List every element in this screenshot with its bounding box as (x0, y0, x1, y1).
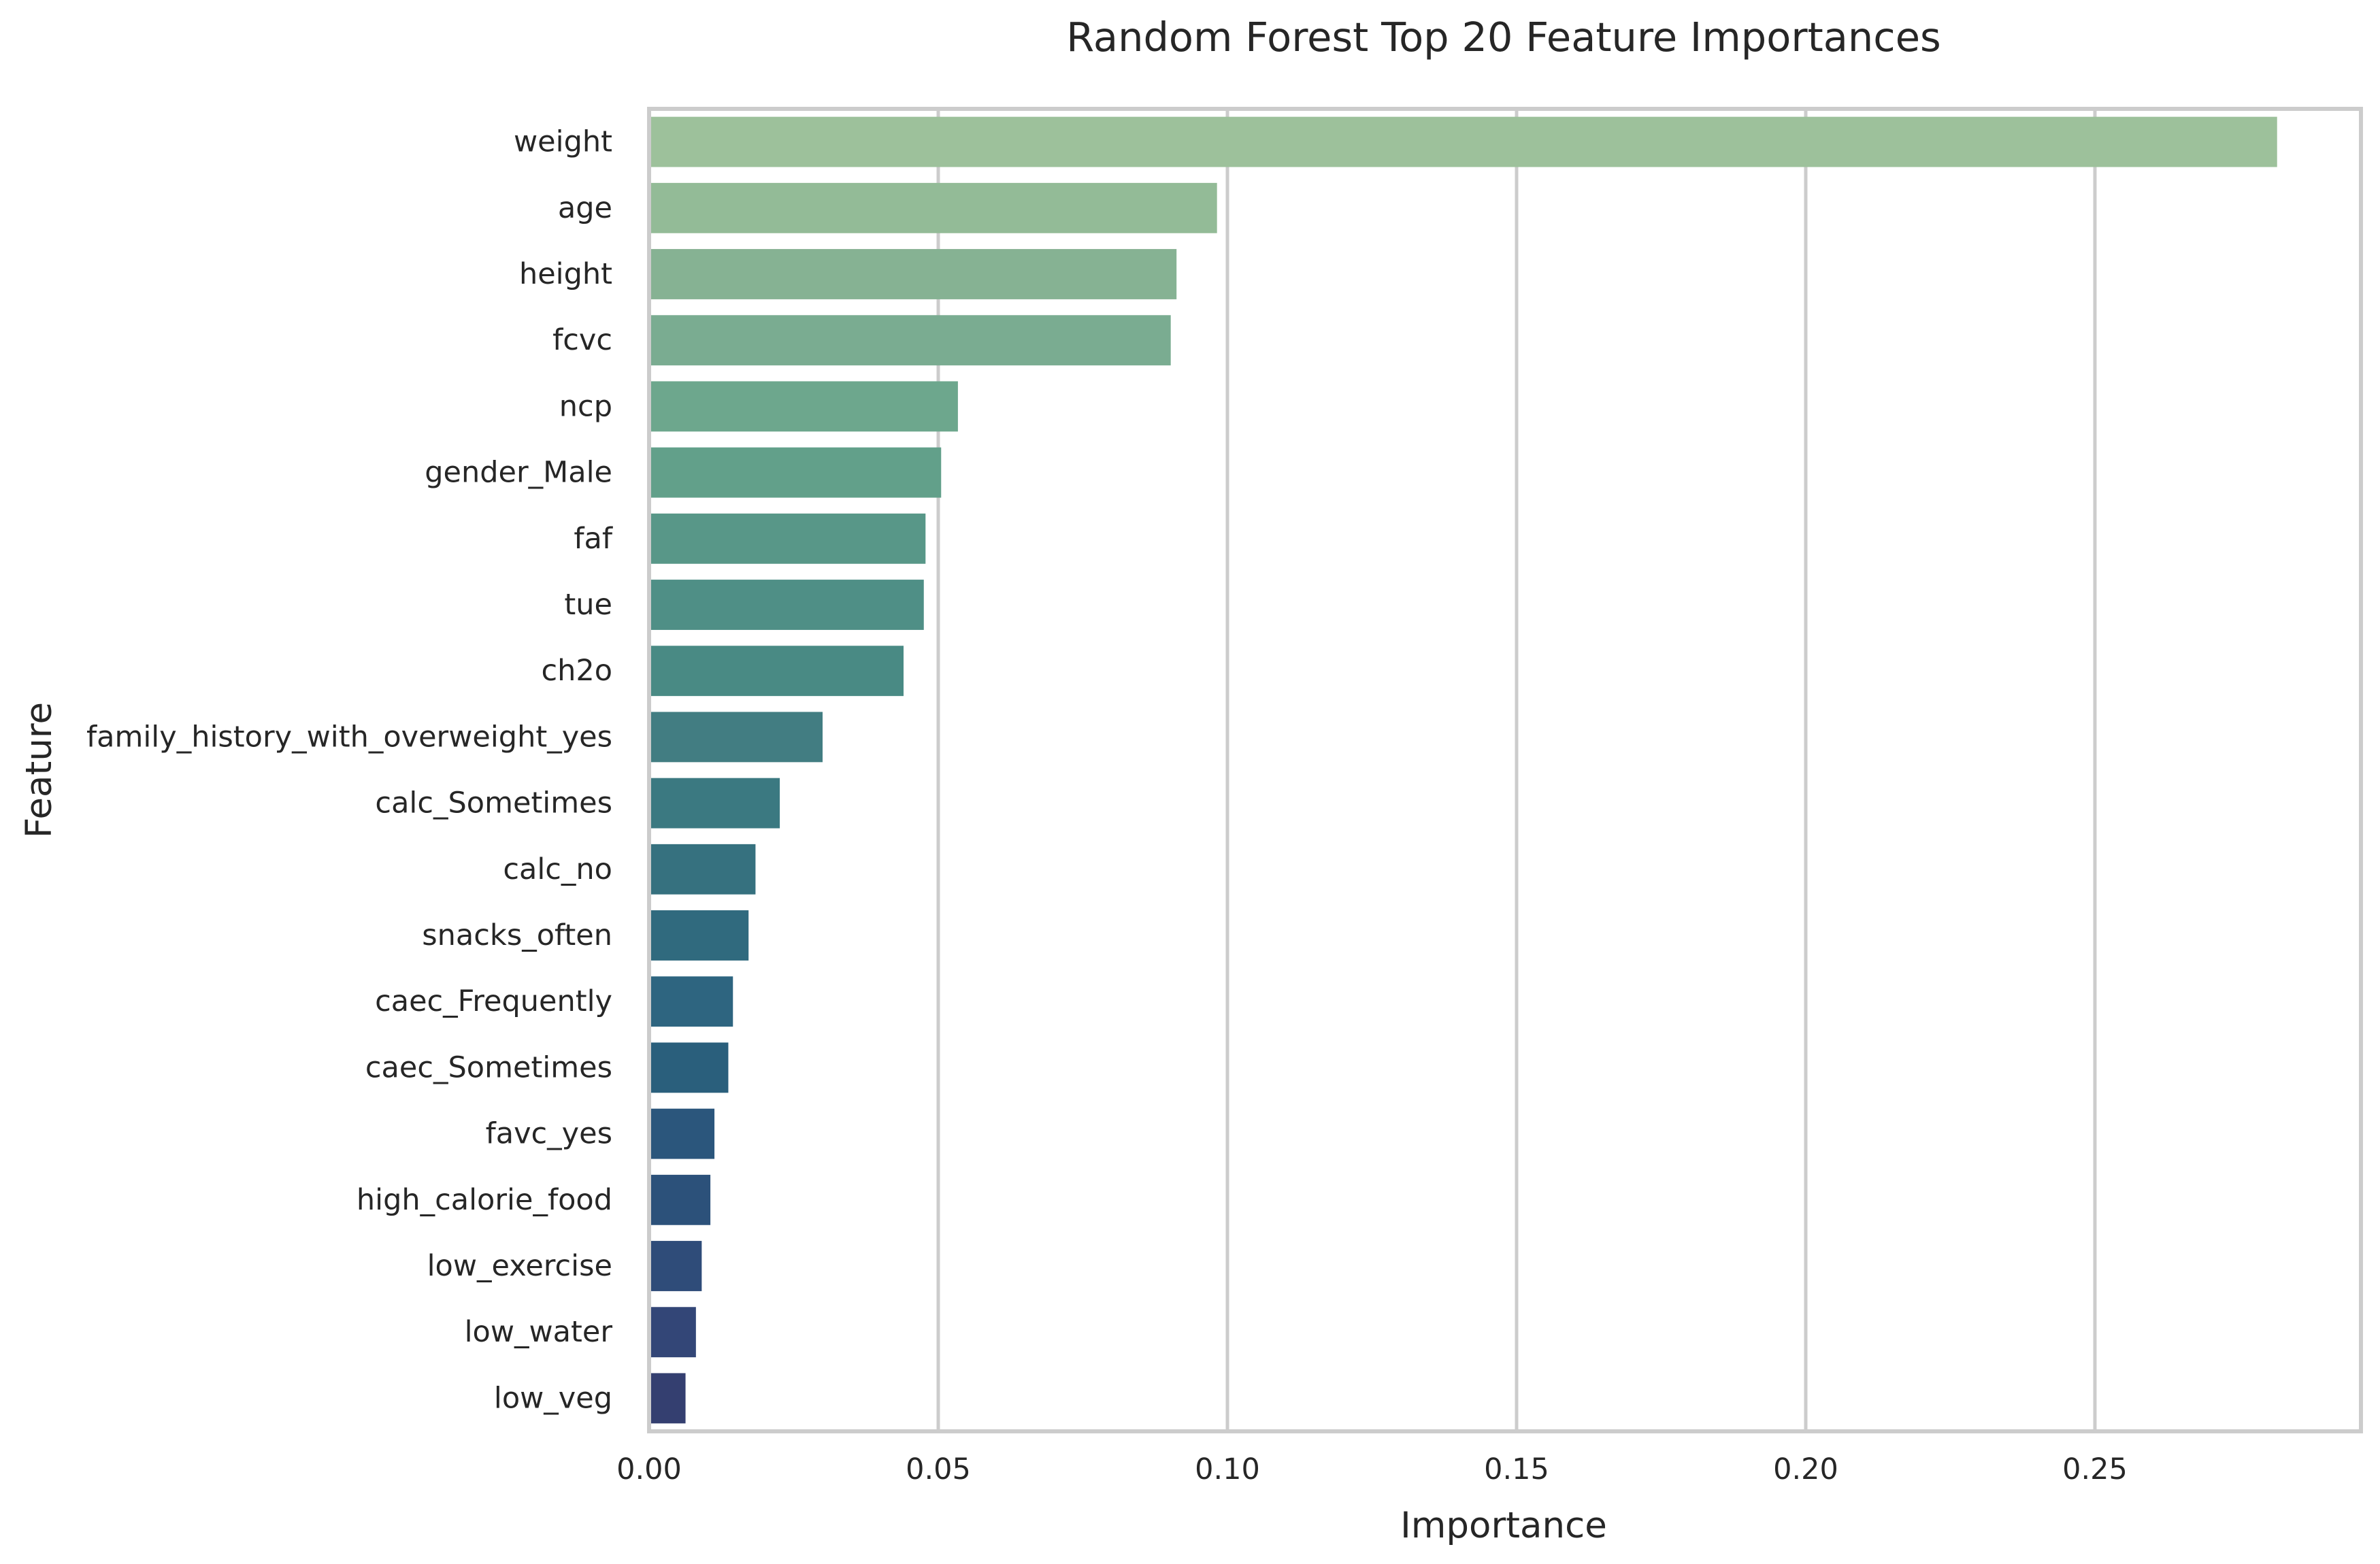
x-tick-label: 0.20 (1773, 1452, 1838, 1486)
bar-caec_Sometimes (649, 1042, 729, 1093)
bar-tue (649, 580, 924, 630)
bar-age (649, 182, 1217, 233)
y-tick-label: low_exercise (427, 1249, 612, 1283)
bar-ch2o (649, 646, 904, 697)
bar-caec_Frequently (649, 976, 733, 1027)
y-tick-label: tue (564, 588, 612, 622)
bar-faf (649, 513, 926, 564)
y-tick-label: favc_yes (486, 1117, 612, 1151)
y-tick-label: gender_Male (425, 456, 612, 490)
bar-height (649, 249, 1177, 299)
x-tick-label: 0.00 (616, 1452, 682, 1486)
bar-calc_no (649, 844, 756, 895)
y-tick-label: low_veg (494, 1381, 612, 1415)
bar-gender_Male (649, 447, 942, 498)
x-tick-labels: 0.00 0.05 0.10 0.15 0.20 0.25 (616, 1452, 2128, 1486)
y-tick-label: calc_Sometimes (375, 786, 612, 820)
bars (649, 116, 2277, 1424)
bar-high_calorie_food (649, 1174, 711, 1225)
y-tick-label: fcvc (552, 323, 612, 357)
bar-low_veg (649, 1373, 686, 1424)
bar-low_exercise (649, 1241, 702, 1291)
bar-favc_yes (649, 1108, 715, 1159)
x-axis-label: Importance (1400, 1505, 1607, 1546)
y-tick-label: caec_Frequently (375, 984, 612, 1018)
y-tick-label: height (519, 257, 612, 291)
x-tick-label: 0.15 (1484, 1452, 1549, 1486)
bar-family_history_with_overweight_yes (649, 712, 823, 763)
y-tick-label: weight (514, 125, 612, 159)
bar-ncp (649, 381, 958, 432)
y-tick-label: family_history_with_overweight_yes (86, 720, 612, 754)
bar-low_water (649, 1307, 696, 1358)
bar-calc_Sometimes (649, 778, 780, 829)
plot-frame (647, 107, 2363, 1433)
y-tick-label: age (558, 191, 612, 225)
y-tick-label: ncp (559, 389, 612, 423)
bar-snacks_often (649, 910, 749, 961)
y-tick-label: calc_no (503, 852, 612, 886)
chart-title: Random Forest Top 20 Feature Importances (1066, 14, 1941, 61)
y-tick-label: ch2o (541, 654, 612, 688)
y-tick-label: low_water (465, 1315, 613, 1349)
y-tick-label: high_calorie_food (357, 1183, 612, 1217)
bar-weight (649, 116, 2277, 167)
gridlines (936, 109, 2097, 1431)
x-tick-label: 0.05 (906, 1452, 971, 1486)
y-tick-label: snacks_often (422, 918, 612, 952)
x-tick-label: 0.10 (1195, 1452, 1260, 1486)
y-tick-label: faf (574, 522, 612, 556)
y-tick-label: caec_Sometimes (365, 1050, 612, 1084)
bar-fcvc (649, 315, 1171, 366)
y-axis-label: Feature (18, 702, 60, 838)
x-tick-label: 0.25 (2062, 1452, 2128, 1486)
